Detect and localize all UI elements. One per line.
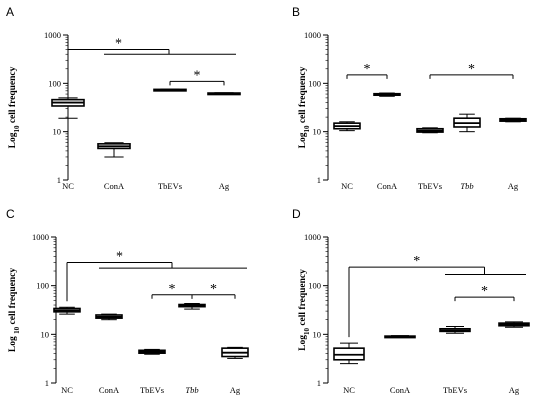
box-ConA: [384, 335, 416, 339]
significance-star: *: [468, 62, 475, 77]
y-tick-label: 100: [308, 78, 321, 88]
x-tick-label: Tbb: [185, 385, 198, 395]
y-tick-label: 1000: [32, 232, 49, 242]
y-tick-label: 1: [317, 175, 321, 185]
significance-star: *: [413, 254, 420, 269]
y-axis-label: Log10 cell frequency: [298, 269, 311, 351]
y-axis-label: Log 10 cell frequency: [8, 268, 21, 352]
x-tick-label: TbEVs: [158, 181, 182, 191]
x-tick-label: NC: [62, 181, 74, 191]
y-axis-label: Log10 cell frequency: [8, 66, 21, 148]
panel-B: B Log10 cell frequency 1 10 100 1000 NC ConA TbE…: [292, 5, 527, 191]
significance-star: *: [210, 282, 217, 297]
box-NC: [333, 121, 361, 132]
box-ConA: [95, 313, 123, 321]
box-NC: [53, 306, 81, 315]
box-Tbb: [453, 113, 481, 133]
y-tick-label: 1000: [44, 30, 61, 40]
box-Ag: [498, 321, 530, 328]
box-TbEVs: [416, 127, 444, 134]
x-tick-label: TbEVs: [140, 385, 164, 395]
x-tick-label: Ag: [219, 181, 230, 191]
x-tick-label: NC: [341, 181, 353, 191]
panel-letter: B: [292, 5, 300, 19]
panel-D: D Log10 cell frequency 1 10 100 1000 NC ConA TbE…: [292, 207, 530, 395]
box-Ag: [207, 92, 241, 96]
x-tick-label: NC: [343, 385, 355, 395]
x-tick-label: Tbb: [460, 181, 473, 191]
x-tick-label: ConA: [99, 385, 120, 395]
y-tick-label: 100: [48, 78, 61, 88]
x-tick-label: TbEVs: [418, 181, 442, 191]
significance-star: *: [364, 62, 371, 77]
box-NC: [51, 97, 85, 119]
significance-star: *: [115, 37, 122, 52]
panel-letter: D: [292, 207, 301, 221]
x-tick-label: Ag: [509, 385, 520, 395]
box-TbEVs: [439, 325, 471, 334]
significance-star: *: [194, 68, 201, 83]
x-tick-label: ConA: [390, 385, 411, 395]
box-Ag: [499, 117, 527, 123]
significance-star: *: [116, 249, 123, 264]
x-tick-label: ConA: [104, 181, 125, 191]
x-tick-label: Ag: [508, 181, 519, 191]
box-ConA: [373, 92, 401, 97]
y-tick-label: 10: [41, 329, 50, 339]
panel-A: A Log10 cell frequency 1 10 100 1000 NC ConA TbE…: [6, 5, 241, 191]
significance-star: *: [169, 282, 176, 297]
x-tick-label: TbEVs: [443, 385, 467, 395]
y-tick-label: 10: [53, 127, 62, 137]
y-tick-label: 100: [36, 281, 49, 291]
y-tick-label: 1000: [304, 232, 321, 242]
box-Tbb: [178, 303, 206, 310]
box-TbEVs: [138, 348, 166, 355]
significance-star: *: [481, 284, 488, 299]
box-ConA: [97, 142, 131, 158]
x-tick-label: Ag: [230, 385, 241, 395]
y-tick-label: 10: [313, 127, 322, 137]
box-Ag: [221, 346, 249, 359]
box-NC: [333, 342, 365, 365]
panel-C: C Log 10 cell frequency 1 10 100 1000 NC ConA Tb…: [6, 207, 249, 395]
y-tick-label: 10: [313, 329, 322, 339]
x-tick-label: NC: [61, 385, 73, 395]
y-tick-label: 1000: [304, 30, 321, 40]
y-tick-label: 1: [57, 175, 61, 185]
y-tick-label: 100: [308, 281, 321, 291]
x-tick-label: ConA: [377, 181, 398, 191]
y-tick-label: 1: [45, 378, 49, 388]
panel-letter: A: [6, 5, 14, 19]
box-TbEVs: [153, 88, 187, 92]
y-tick-label: 1: [317, 378, 321, 388]
panel-letter: C: [6, 207, 15, 221]
y-axis-label: Log10 cell frequency: [298, 66, 311, 148]
